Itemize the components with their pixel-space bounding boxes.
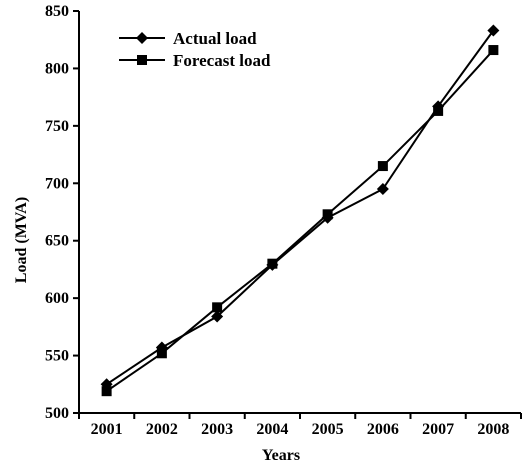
legend-entry-1: Forecast load	[119, 51, 271, 70]
y-axis-title: Load (MVA)	[13, 197, 30, 283]
diamond-marker	[376, 183, 389, 196]
y-tick-label: 800	[45, 60, 69, 77]
x-tick-label: 2008	[477, 421, 509, 438]
y-tick-label: 550	[45, 348, 69, 365]
diamond-marker	[487, 24, 500, 37]
legend-entry-0: Actual load	[119, 29, 257, 48]
legend: Actual load Forecast load	[119, 29, 271, 70]
square-marker	[322, 209, 333, 220]
series-line	[106, 29, 495, 386]
y-tick-label: 750	[45, 118, 69, 135]
legend-label: Forecast load	[173, 51, 271, 70]
square-marker	[488, 45, 499, 56]
square-marker	[433, 105, 444, 116]
x-tick-label: 2003	[201, 421, 233, 438]
y-tick-label: 600	[45, 290, 69, 307]
y-tick-label: 500	[45, 405, 69, 422]
series-layer	[100, 24, 500, 397]
series-1	[101, 45, 499, 397]
square-marker	[212, 302, 223, 313]
legend-diamond-icon	[136, 32, 148, 44]
x-tick-label: 2004	[256, 421, 288, 438]
legend-label: Actual load	[173, 29, 257, 48]
y-tick-label: 700	[45, 175, 69, 192]
series-line	[106, 49, 495, 393]
axes-layer: 500 550 600 650 700 750 800 850 2001 2002 2003 2004…	[45, 3, 522, 438]
square-marker	[267, 258, 278, 269]
y-tick-label: 650	[45, 233, 69, 250]
x-axis-title: Years	[262, 447, 300, 464]
square-marker	[377, 161, 388, 172]
series-0	[100, 24, 500, 391]
x-tick-label: 2007	[422, 421, 454, 438]
y-tick-label: 850	[45, 3, 69, 20]
x-tick-label: 2006	[367, 421, 399, 438]
legend-square-icon	[137, 55, 147, 65]
x-tick-label: 2002	[146, 421, 178, 438]
square-marker	[156, 348, 167, 359]
x-tick-label: 2001	[91, 421, 123, 438]
x-tick-label: 2005	[312, 421, 344, 438]
diamond-marker	[211, 310, 224, 323]
square-marker	[101, 386, 112, 397]
